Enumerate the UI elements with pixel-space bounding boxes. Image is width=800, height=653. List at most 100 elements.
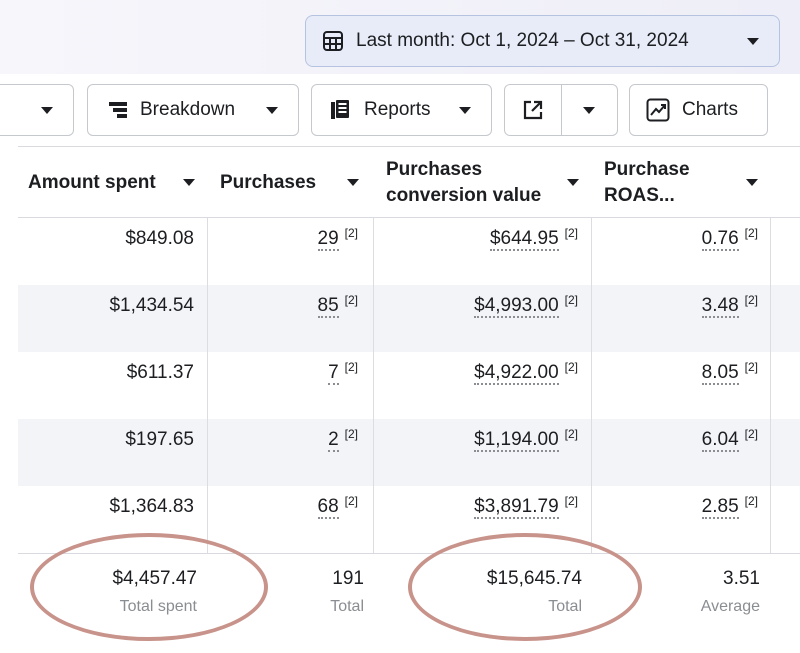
cell-roas[interactable]: 2.85 [2] — [701, 494, 758, 519]
column-header-amount-spent[interactable]: Amount spent — [16, 147, 207, 218]
cell-value: $4,922.00 — [474, 362, 559, 385]
column-header-line: Purchases — [386, 158, 483, 180]
data-table: Amount spent Purchases Purchases convers… — [18, 146, 800, 653]
column-header-label: Purchases conversion value — [386, 157, 541, 209]
column-header-label: Amount spent — [28, 171, 156, 193]
cell-purchases[interactable]: 68 [2] — [317, 494, 358, 519]
total-amount-spent: $4,457.47 Total spent — [112, 568, 197, 616]
cell-value: 7 — [328, 362, 339, 385]
reference-mark: [2] — [344, 226, 358, 240]
cell-value: 29 — [317, 228, 339, 251]
reference-mark: [2] — [744, 226, 758, 240]
chevron-down-icon[interactable] — [567, 179, 579, 186]
reference-mark: [2] — [564, 494, 578, 508]
table-row[interactable] — [18, 419, 800, 486]
breakdown-button[interactable]: Breakdown — [87, 84, 299, 136]
reference-mark: [2] — [564, 226, 578, 240]
total-value: $15,645.74 — [486, 568, 582, 589]
reference-mark: [2] — [344, 494, 358, 508]
column-header-conversion-value[interactable]: Purchases conversion value — [374, 147, 591, 218]
column-header-label: Purchase ROAS... — [604, 157, 690, 209]
cell-value: 3.48 — [701, 295, 739, 318]
column-divider — [591, 146, 592, 626]
column-header-line: conversion value — [386, 184, 542, 206]
chevron-down-icon — [459, 107, 471, 114]
total-label: Total spent — [119, 598, 197, 615]
top-bar: Last month: Oct 1, 2024 – Oct 31, 2024 — [0, 0, 800, 74]
column-divider — [373, 146, 374, 626]
cell-conversion-value[interactable]: $4,922.00 [2] — [474, 360, 578, 385]
cell-roas[interactable]: 6.04 [2] — [701, 427, 758, 452]
cell-amount-spent: $197.65 — [125, 429, 194, 450]
cell-amount-spent: $1,434.54 — [109, 295, 194, 316]
total-purchases: 191 Total — [330, 568, 364, 616]
breakdown-icon — [109, 102, 127, 118]
chart-trend-icon — [646, 98, 670, 122]
total-value: 3.51 — [723, 568, 760, 589]
cell-value: 2.85 — [701, 496, 739, 519]
date-range-button[interactable]: Last month: Oct 1, 2024 – Oct 31, 2024 — [305, 15, 780, 67]
column-divider — [770, 146, 771, 626]
total-roas: 3.51 Average — [701, 568, 760, 616]
cell-value: $1,194.00 — [474, 429, 559, 452]
reports-button[interactable]: Reports — [311, 84, 492, 136]
cell-value: 8.05 — [701, 362, 739, 385]
chevron-down-icon[interactable] — [347, 179, 359, 186]
date-range-label: Last month: Oct 1, 2024 – Oct 31, 2024 — [356, 30, 689, 51]
columns-button[interactable] — [0, 84, 74, 136]
cell-purchases[interactable]: 7 [2] — [328, 360, 358, 385]
cell-value: 85 — [317, 295, 339, 318]
cell-conversion-value[interactable]: $3,891.79 [2] — [474, 494, 578, 519]
column-header-line: ROAS... — [604, 184, 675, 206]
cell-purchases[interactable]: 2 [2] — [328, 427, 358, 452]
reference-mark: [2] — [564, 427, 578, 441]
chevron-down-icon — [747, 38, 759, 45]
total-label: Total — [330, 598, 364, 615]
reference-mark: [2] — [344, 360, 358, 374]
reference-mark: [2] — [564, 360, 578, 374]
cell-conversion-value[interactable]: $4,993.00 [2] — [474, 293, 578, 318]
reports-icon — [331, 100, 349, 119]
cell-amount-spent: $1,364.83 — [109, 496, 194, 517]
export-button[interactable] — [504, 84, 618, 136]
total-value: 191 — [332, 568, 364, 589]
chevron-down-icon — [41, 107, 53, 114]
reference-mark: [2] — [744, 293, 758, 307]
cell-value: 0.76 — [701, 228, 739, 251]
total-label: Total — [548, 598, 582, 615]
column-header-label: Purchases — [220, 171, 317, 193]
export-icon — [523, 100, 543, 120]
cell-amount-spent: $611.37 — [126, 362, 194, 383]
cell-roas[interactable]: 3.48 [2] — [701, 293, 758, 318]
cell-roas[interactable]: 8.05 [2] — [701, 360, 758, 385]
cell-value: 68 — [317, 496, 339, 519]
cell-conversion-value[interactable]: $644.95 [2] — [489, 226, 578, 251]
split-divider — [561, 85, 562, 135]
cell-value: 6.04 — [701, 429, 739, 452]
column-divider — [207, 146, 208, 626]
totals-row: $4,457.47 Total spent 191 Total $15,645.… — [18, 553, 800, 653]
reference-mark: [2] — [564, 293, 578, 307]
chevron-down-icon[interactable] — [583, 107, 595, 114]
calendar-icon — [323, 31, 343, 51]
cell-roas[interactable]: 0.76 [2] — [701, 226, 758, 251]
total-label: Average — [700, 598, 760, 615]
reference-mark: [2] — [344, 427, 358, 441]
cell-conversion-value[interactable]: $1,194.00 [2] — [474, 427, 578, 452]
reference-mark: [2] — [744, 494, 758, 508]
column-header-purchases[interactable]: Purchases — [208, 147, 373, 218]
toolbar: Breakdown Reports Charts — [0, 74, 800, 146]
chevron-down-icon — [266, 107, 278, 114]
charts-button[interactable]: Charts — [629, 84, 768, 136]
cell-purchases[interactable]: 29 [2] — [317, 226, 358, 251]
cell-amount-spent: $849.08 — [125, 228, 194, 249]
table-row[interactable] — [18, 285, 800, 352]
reference-mark: [2] — [744, 360, 758, 374]
cell-value: 2 — [328, 429, 339, 452]
cell-purchases[interactable]: 85 [2] — [317, 293, 358, 318]
column-header-roas[interactable]: Purchase ROAS... — [592, 147, 770, 218]
reference-mark: [2] — [744, 427, 758, 441]
chevron-down-icon[interactable] — [183, 179, 195, 186]
total-value: $4,457.47 — [112, 568, 197, 589]
chevron-down-icon[interactable] — [746, 179, 758, 186]
